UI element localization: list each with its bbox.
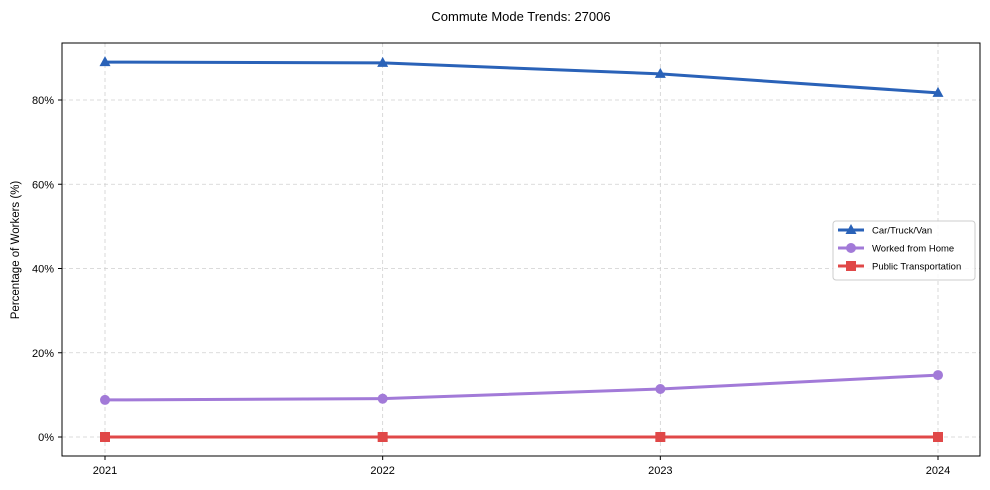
legend-entry: Worked from Home <box>872 244 954 255</box>
y-axis: 0% 20% 40% 60% 80% <box>32 95 62 444</box>
x-tick-label: 2022 <box>370 465 394 477</box>
x-tick-label: 2021 <box>93 465 117 477</box>
y-tick-label: 60% <box>32 179 54 191</box>
series-group <box>99 56 944 442</box>
legend-entry: Car/Truck/Van <box>872 226 932 237</box>
legend: Car/Truck/Van Worked from Home Public Tran… <box>832 220 976 281</box>
y-tick-label: 80% <box>32 95 54 107</box>
series-worked-from-home <box>100 370 943 405</box>
y-axis-label: Percentage of Workers (%) <box>10 181 22 320</box>
series-car-truck-van <box>99 56 944 97</box>
plot-frame <box>61 42 981 457</box>
legend-entry: Public Transportation <box>872 262 961 273</box>
x-axis: 2021 2022 2023 2024 <box>93 456 950 477</box>
chart-title: Commute Mode Trends: 27006 <box>431 9 610 24</box>
y-tick-label: 0% <box>38 432 54 444</box>
y-tick-label: 40% <box>32 264 54 276</box>
x-tick-label: 2023 <box>648 465 672 477</box>
series-public-transportation <box>100 432 943 442</box>
x-tick-label: 2024 <box>926 465 950 477</box>
y-tick-label: 20% <box>32 348 54 360</box>
